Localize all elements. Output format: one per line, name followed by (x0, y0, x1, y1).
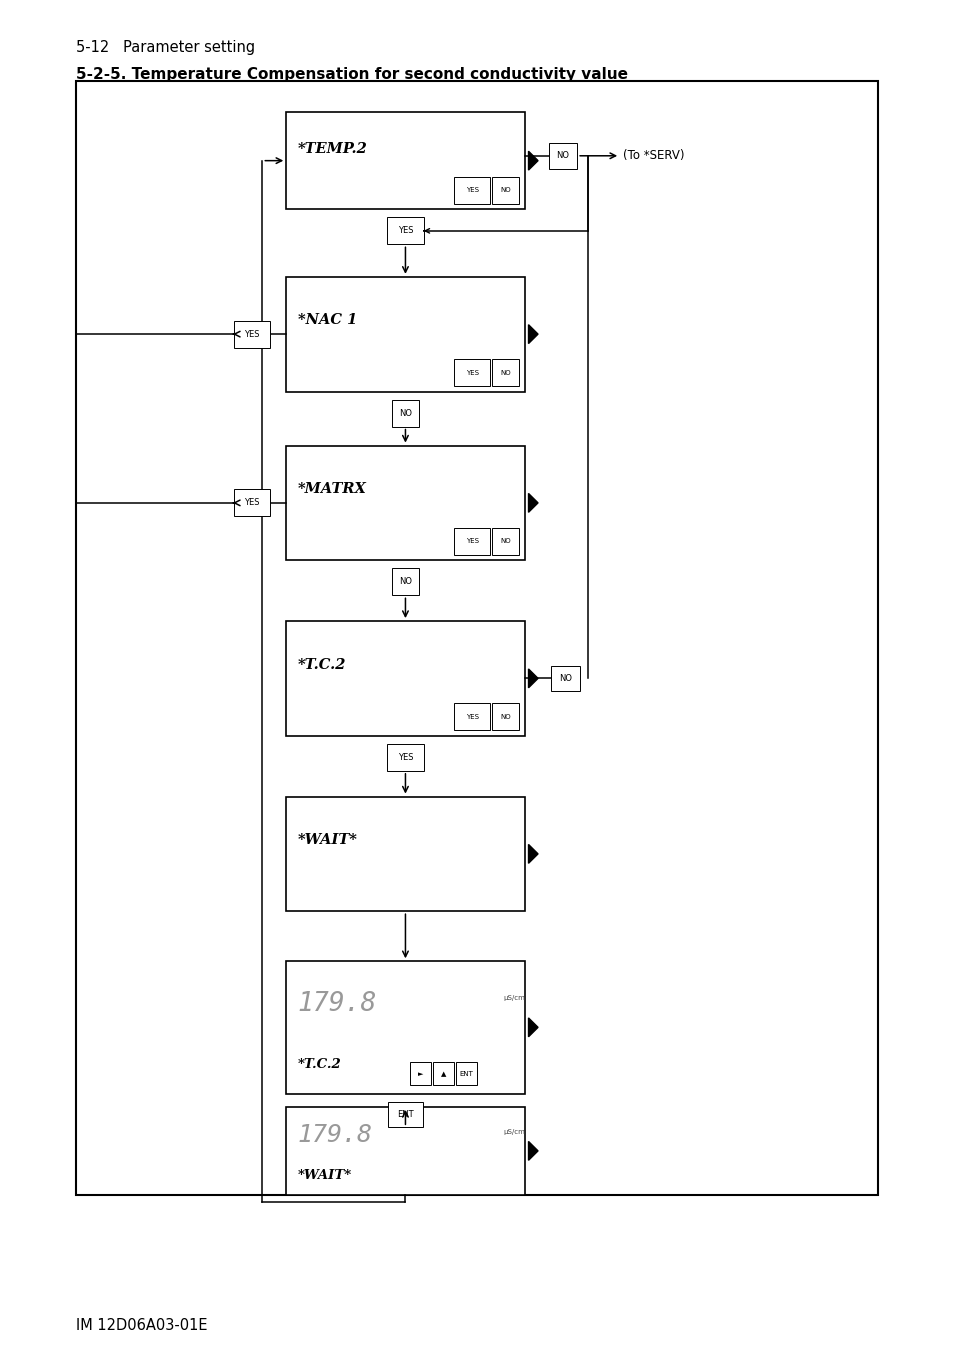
Text: YES: YES (465, 370, 478, 375)
Text: ENT: ENT (459, 1071, 473, 1077)
Polygon shape (528, 845, 537, 864)
Bar (551, 666, 579, 691)
Text: NO: NO (558, 674, 572, 683)
Polygon shape (528, 1018, 537, 1037)
Bar (388, 1102, 422, 1127)
Text: μS/cm: μS/cm (503, 995, 525, 1002)
Text: ▲: ▲ (440, 1071, 446, 1077)
Bar (387, 744, 423, 771)
Text: YES: YES (244, 498, 259, 508)
Text: *WAIT*: *WAIT* (297, 1169, 352, 1183)
Bar (492, 528, 518, 555)
Text: (To *SERV): (To *SERV) (622, 150, 683, 162)
Text: NO: NO (499, 188, 511, 193)
Text: YES: YES (465, 188, 478, 193)
Text: *T.C.2: *T.C.2 (297, 657, 346, 671)
Bar (392, 400, 418, 427)
Bar (286, 277, 524, 392)
Text: 179.8: 179.8 (297, 991, 376, 1017)
Text: 5-2-5. Temperature Compensation for second conductivity value: 5-2-5. Temperature Compensation for seco… (76, 66, 628, 82)
Bar (392, 568, 418, 595)
Bar (492, 703, 518, 730)
Text: *T.C.2: *T.C.2 (297, 1058, 341, 1071)
Bar (233, 321, 270, 348)
Text: *WAIT*: *WAIT* (297, 833, 357, 846)
Bar (454, 528, 490, 555)
Bar (286, 446, 524, 560)
Text: *TEMP.2: *TEMP.2 (297, 142, 367, 157)
Text: YES: YES (397, 227, 413, 235)
Text: ENT: ENT (396, 1110, 414, 1119)
Bar (410, 1062, 431, 1085)
Polygon shape (528, 151, 537, 170)
Text: ►: ► (417, 1071, 423, 1077)
Text: 5-12   Parameter setting: 5-12 Parameter setting (76, 39, 255, 55)
Bar (387, 217, 423, 244)
Bar (286, 1107, 524, 1195)
Text: NO: NO (556, 151, 569, 161)
Bar (286, 796, 524, 911)
Text: IM 12D06A03-01E: IM 12D06A03-01E (76, 1318, 208, 1334)
Text: YES: YES (465, 539, 478, 544)
Text: *NAC 1: *NAC 1 (297, 313, 356, 327)
Bar (233, 490, 270, 517)
Bar (454, 703, 490, 730)
Bar (454, 177, 490, 204)
Text: *MATRX: *MATRX (297, 482, 366, 495)
Text: 179.8: 179.8 (297, 1123, 373, 1148)
Polygon shape (528, 1141, 537, 1160)
Bar (548, 143, 577, 169)
Text: NO: NO (398, 409, 412, 417)
Bar (76, 81, 877, 1195)
Polygon shape (528, 325, 537, 344)
Bar (492, 359, 518, 386)
Bar (492, 177, 518, 204)
Bar (433, 1062, 454, 1085)
Bar (286, 961, 524, 1094)
Bar (456, 1062, 476, 1085)
Text: NO: NO (499, 714, 511, 720)
Text: YES: YES (465, 714, 478, 720)
Polygon shape (528, 670, 537, 688)
Text: NO: NO (499, 539, 511, 544)
Polygon shape (528, 494, 537, 513)
Bar (454, 359, 490, 386)
Text: NO: NO (499, 370, 511, 375)
Bar (286, 112, 524, 209)
Text: NO: NO (398, 578, 412, 586)
Text: μS/cm: μS/cm (503, 1129, 525, 1134)
Text: YES: YES (244, 329, 259, 339)
Bar (286, 621, 524, 736)
Text: YES: YES (397, 753, 413, 761)
